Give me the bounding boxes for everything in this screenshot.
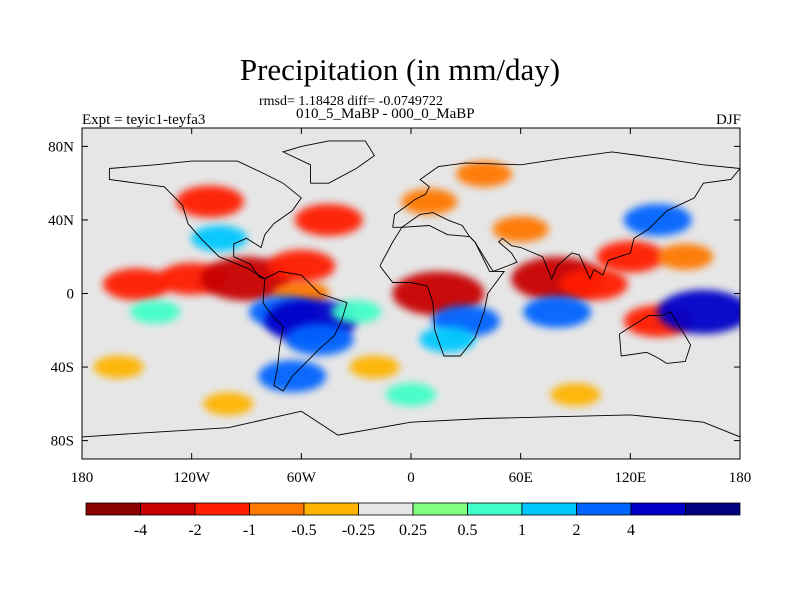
lon-tick-label: 120E: [614, 470, 646, 486]
anomaly-cell-24: [596, 240, 665, 273]
coastline-south-america: [262, 270, 348, 392]
lon-tick-label: 60W: [287, 470, 317, 486]
colorbar-label: -4: [134, 522, 147, 539]
anomaly-cell-7: [285, 323, 354, 356]
stats-text: rmsd= 1.18428 diff= -0.0749722: [259, 94, 443, 109]
plot-title: Precipitation (in mm/day): [239, 52, 561, 87]
lon-tick-label: 180: [71, 470, 94, 486]
anomaly-cell-23: [523, 295, 592, 328]
anomaly-cell-19: [456, 160, 513, 187]
colorbar-swatch-8: [521, 502, 577, 516]
colorbar-label: 0.5: [458, 522, 478, 539]
lat-tick-label: 40N: [48, 213, 74, 229]
colorbar-label: -0.25: [342, 522, 375, 539]
anomaly-cell-9: [294, 203, 363, 236]
colorbar-label: 4: [627, 522, 635, 539]
coastline-africa: [379, 225, 506, 357]
anomaly-cell-26: [657, 243, 714, 270]
coastline-australia: [618, 311, 692, 364]
coastline-antarctica: [82, 410, 740, 438]
coastline-eurasia: [392, 151, 740, 280]
colorbar-label: 2: [573, 522, 581, 539]
colorbar-label: 0.25: [399, 522, 427, 539]
colorbar-swatch-5: [358, 502, 414, 516]
colorbar-label: -0.5: [291, 522, 316, 539]
case-text: 010_5_MaBP - 000_0_MaBP: [296, 106, 475, 122]
colorbar-label: -1: [243, 522, 256, 539]
lon-tick-label: 0: [407, 470, 415, 486]
colorbar-label: 1: [518, 522, 526, 539]
anomaly-cell-20: [401, 188, 458, 215]
coastlines: [82, 140, 740, 438]
anomaly-cell-14: [349, 355, 400, 379]
anomaly-cell-29: [492, 216, 549, 243]
anomaly-cell-15: [93, 355, 144, 379]
lon-tick-label: 120W: [173, 470, 211, 486]
lat-tick-label: 80N: [48, 139, 74, 155]
colorbar-swatch-3: [249, 502, 305, 516]
anomaly-cell-13: [331, 300, 382, 324]
colorbar-swatch-11: [685, 502, 741, 516]
colorbar: -4 -2 -1 -0.5 -0.25 0.25 0.5 1 2 4: [85, 502, 741, 539]
axis-ticks: 180 120W 60W 0 60E 120E 180 80N 40N 0 40S 80S: [48, 128, 751, 486]
colorbar-swatch-1: [140, 502, 196, 516]
colorbar-label: -2: [188, 522, 201, 539]
colorbar-swatch-10: [630, 502, 686, 516]
lat-tick-label: 0: [67, 287, 75, 303]
experiment-label: Expt = teyic1-teyfa3: [82, 112, 206, 128]
anomaly-cell-32: [203, 392, 254, 416]
lat-tick-label: 80S: [51, 434, 74, 450]
lat-tick-label: 40S: [51, 360, 74, 376]
colorbar-swatch-9: [576, 502, 632, 516]
anomaly-cell-31: [550, 383, 601, 407]
colorbar-swatch-7: [467, 502, 523, 516]
anomaly-cell-12: [130, 300, 181, 324]
anomaly-cell-10: [175, 185, 244, 218]
anomaly-cell-22: [559, 268, 628, 301]
colorbar-swatch-0: [85, 502, 141, 516]
anomaly-field: [93, 160, 740, 416]
anomaly-cell-0: [102, 268, 171, 301]
anomaly-cell-28: [657, 289, 740, 334]
anomaly-cell-30: [386, 383, 436, 407]
colorbar-swatch-6: [412, 502, 468, 516]
colorbar-swatch-2: [194, 502, 250, 516]
coastline-greenland: [281, 140, 376, 184]
colorbar-swatch-4: [303, 502, 359, 516]
anomaly-cell-18: [419, 326, 476, 353]
anomaly-cell-4: [267, 249, 336, 282]
lon-tick-label: 60E: [509, 470, 533, 486]
season-label: DJF: [715, 112, 741, 128]
coastline-north-america: [108, 160, 302, 280]
lon-tick-label: 180: [729, 470, 752, 486]
anomaly-cell-11: [191, 225, 248, 252]
anomaly-cell-16: [392, 271, 485, 316]
